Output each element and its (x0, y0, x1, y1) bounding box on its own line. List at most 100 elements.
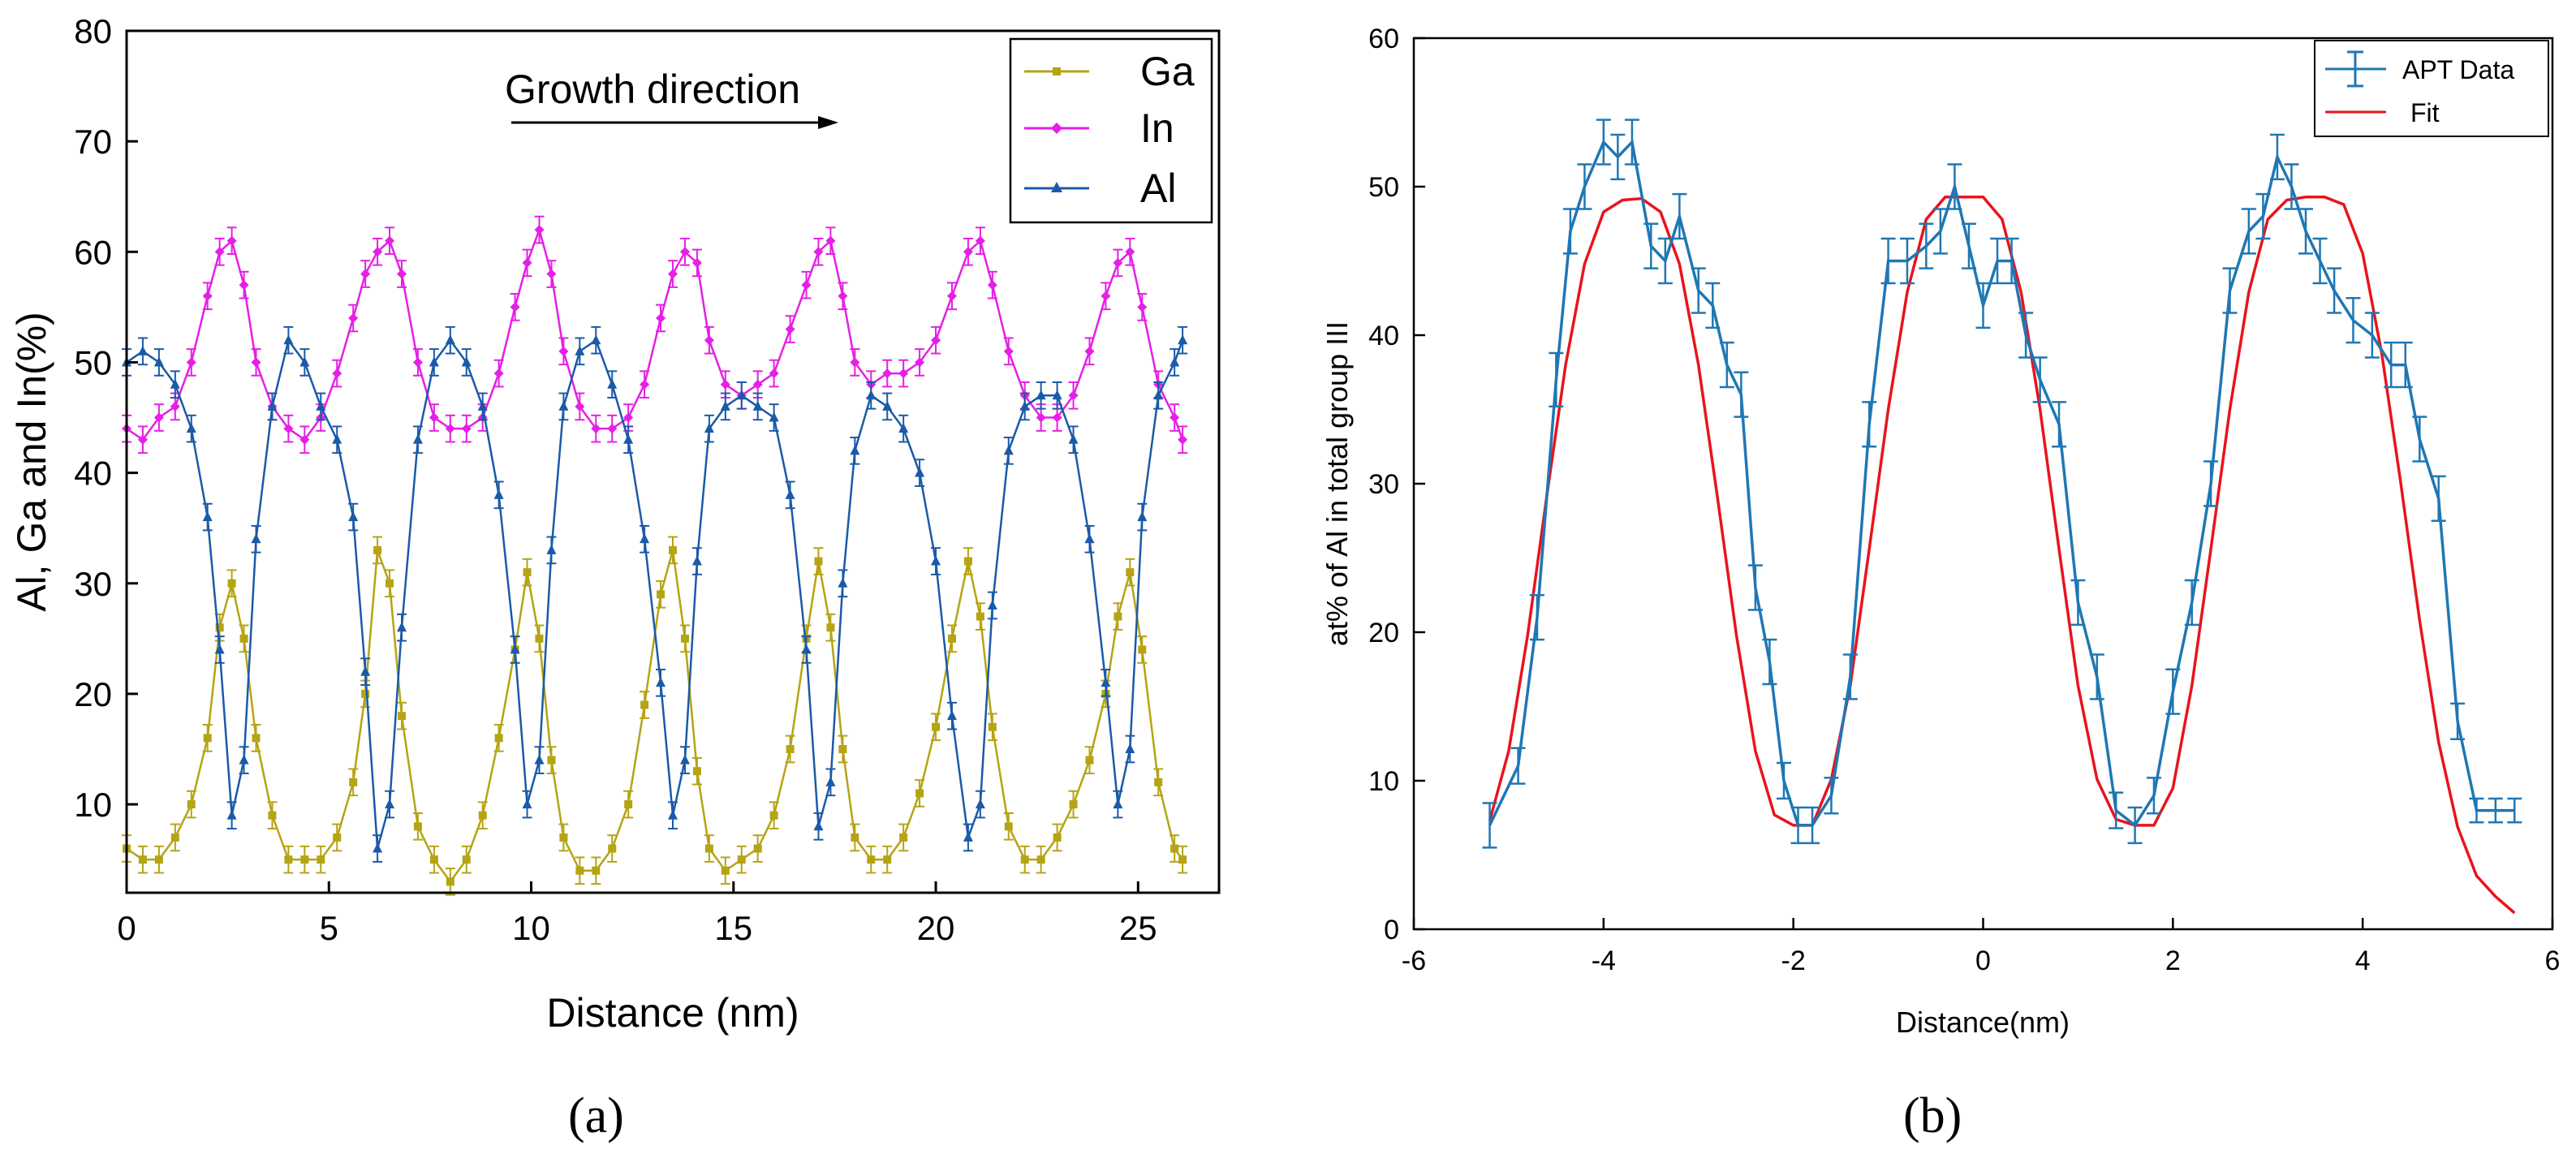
data-point-al (656, 677, 666, 687)
data-point-al (153, 356, 164, 367)
data-point-al (396, 622, 407, 632)
panel-b-x-axis-label: Distance(nm) (1896, 1006, 2070, 1039)
panel-a-x-tick-label: 20 (917, 909, 955, 947)
data-point-ga (883, 855, 892, 864)
data-point-in (226, 235, 237, 246)
data-point-ga (284, 855, 293, 864)
data-point-ga (963, 557, 972, 566)
data-point-al (299, 356, 310, 367)
data-point-ga (397, 712, 406, 721)
data-point-al (838, 577, 848, 588)
data-point-in (461, 424, 472, 434)
data-point-ga (154, 855, 163, 864)
data-point-ga (624, 800, 633, 809)
data-point-in (623, 412, 634, 423)
data-point-in (239, 280, 249, 291)
legend-label-al: Al (1140, 166, 1176, 211)
data-point-in (801, 280, 812, 291)
data-point-ga (333, 833, 342, 842)
data-point-al (283, 334, 294, 345)
data-point-al (373, 842, 383, 853)
series-apt-data (1482, 118, 2522, 849)
panel-a-x-axis-label: Distance (nm) (546, 990, 799, 1036)
data-point-in (963, 247, 973, 257)
data-point-al (931, 555, 941, 566)
data-point-al (691, 555, 702, 566)
data-point-al (882, 400, 893, 411)
legend-label-ga: Ga (1140, 49, 1195, 94)
data-point-ga (1170, 844, 1179, 853)
data-point-in (769, 368, 779, 379)
panel-a-x-tick-label: 5 (320, 909, 338, 947)
data-point-ga (187, 800, 196, 809)
data-point-ga (1020, 855, 1029, 864)
data-point-al (202, 511, 213, 522)
data-point-al (493, 489, 504, 499)
data-point-ga (838, 745, 847, 753)
data-point-ga (1178, 855, 1187, 864)
legend-label-apt-data: APT Data (2402, 55, 2514, 84)
data-point-al (668, 809, 678, 820)
data-point-ga (737, 855, 746, 864)
panel-b-legend: APT Data Fit (2314, 40, 2549, 137)
data-point-ga (494, 734, 503, 743)
data-point-ga (535, 634, 544, 643)
data-point-ga (786, 745, 795, 753)
series-line-ga (126, 549, 1184, 884)
panel-b-y-tick-label: 0 (1384, 915, 1399, 945)
data-point-in (153, 412, 164, 423)
data-point-in (825, 235, 836, 246)
legend-item-apt-data: APT Data (2325, 50, 2514, 88)
data-point-al (785, 489, 795, 499)
data-point-in (283, 424, 294, 434)
panel-a-chart: 0 5 10 15 20 25 10 20 30 40 50 60 70 80 Al, Ga and In… (9, 12, 1221, 1144)
growth-direction-annotation: Growth direction (505, 67, 800, 112)
panel-b-y-axis-label: at% of Al in total group III (1320, 321, 1354, 646)
data-point-ga (753, 844, 762, 853)
panel-b-y-tick-label: 20 (1368, 618, 1399, 648)
data-point-al (813, 821, 824, 831)
panel-a-x-tick-label: 15 (714, 909, 752, 947)
data-point-al (360, 665, 371, 676)
data-point-in (850, 357, 860, 368)
data-point-al (1178, 334, 1188, 345)
data-point-al (239, 754, 249, 765)
data-point-in (1101, 291, 1111, 301)
data-point-in (915, 357, 925, 368)
data-point-al (1068, 433, 1079, 444)
legend-item-ga: Ga (1024, 49, 1195, 94)
data-point-ga (592, 866, 601, 875)
data-point-al (546, 544, 557, 554)
series-al (122, 325, 1188, 863)
data-point-in (607, 424, 618, 434)
data-point-al (385, 799, 395, 809)
data-point-in (385, 235, 395, 246)
data-point-ga (657, 590, 666, 599)
data-point-in (412, 357, 423, 368)
data-point-in (1170, 412, 1180, 423)
data-point-ga (203, 734, 212, 743)
data-point-in (1052, 412, 1062, 423)
data-point-ga (867, 855, 876, 864)
data-point-in (1003, 346, 1014, 356)
panel-b-x-tick-label: 4 (2355, 945, 2371, 976)
data-point-ga (361, 689, 370, 698)
panel-b-legend-box (2314, 40, 2549, 137)
data-point-al (1084, 533, 1095, 544)
data-point-al (461, 356, 472, 367)
panel-a-legend-box (1009, 37, 1213, 224)
data-point-in (882, 368, 893, 379)
data-point-ga (915, 789, 924, 798)
data-point-in (946, 291, 957, 301)
series-ga (122, 536, 1188, 896)
data-point-al (1052, 390, 1062, 400)
apt-data-line (1488, 139, 2515, 828)
panel-b-y-tick-label: 40 (1368, 321, 1399, 351)
data-point-ga (680, 634, 689, 643)
data-point-al (575, 345, 585, 355)
panel-b-y-tick-label: 30 (1368, 469, 1399, 500)
panel-a-label: (a) (568, 1088, 624, 1144)
data-point-in (546, 269, 557, 279)
data-point-ga (1126, 568, 1135, 577)
panel-a-y-tick-label: 30 (74, 565, 112, 603)
